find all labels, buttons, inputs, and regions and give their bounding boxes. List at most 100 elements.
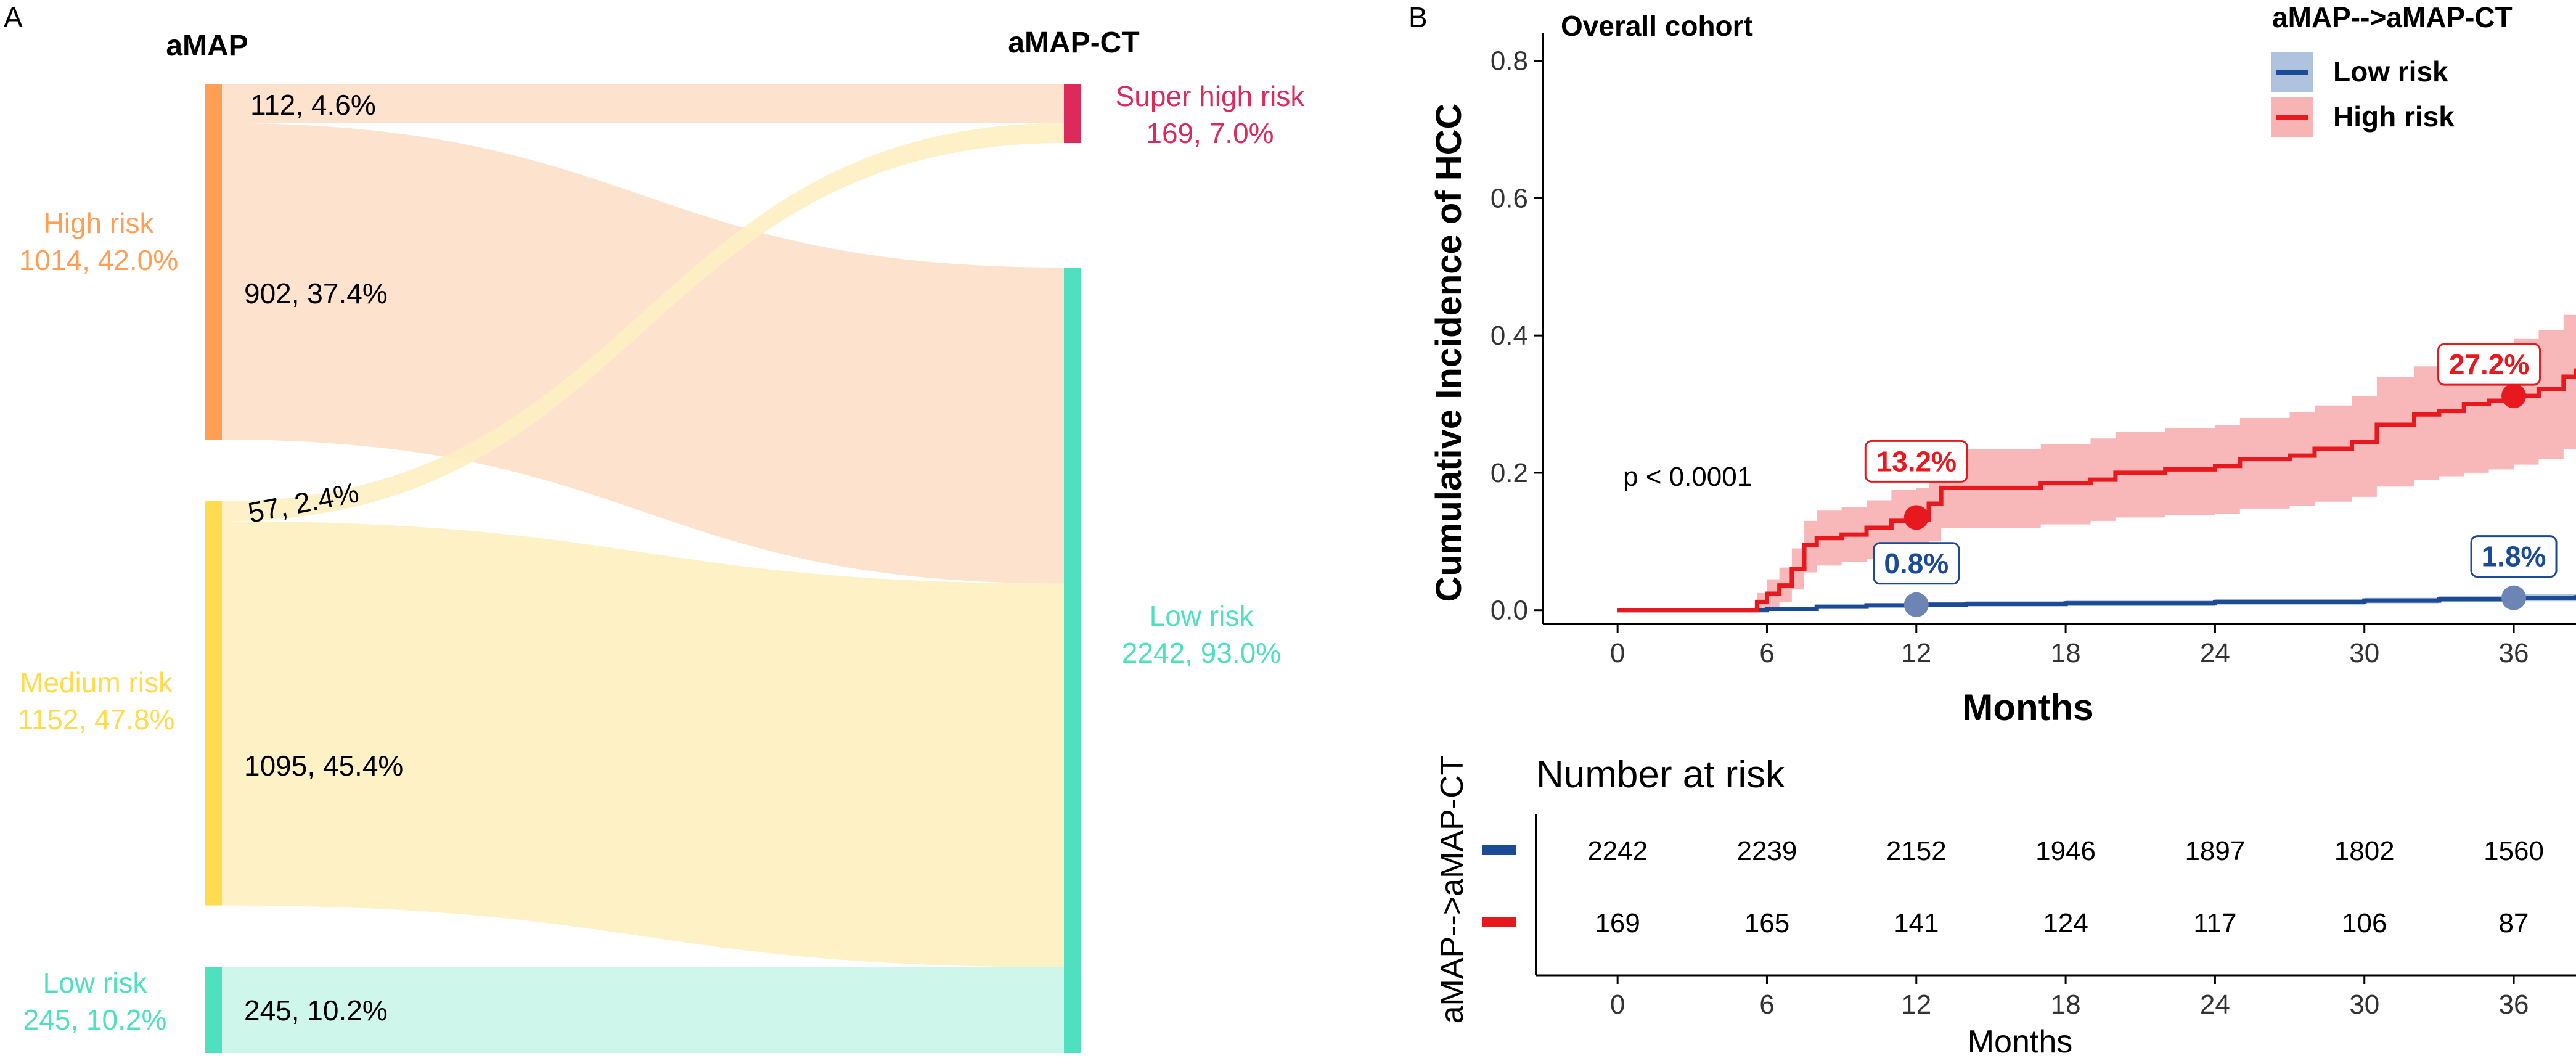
km-y-tick-label: 0.2: [1490, 458, 1528, 488]
risk-table-cell: 1946: [2035, 836, 2096, 866]
km-x-tick-label: 18: [2051, 638, 2081, 668]
risk-table-y-label: aMAP-->aMAP-CT: [1434, 756, 1470, 1024]
right-node-count-super: 169, 7.0%: [1146, 117, 1274, 149]
risk-table-row-swatch-low-risk: [1482, 845, 1516, 855]
km-marker-low-risk: [2501, 585, 2527, 610]
km-marker-label-high-risk: 13.2%: [1876, 445, 1957, 477]
risk-table-cell: 141: [1894, 908, 1939, 938]
km-line-high-risk: [1617, 368, 2576, 613]
km-marker-high-risk: [1903, 505, 1929, 530]
right-node-label-low: Low risk: [1150, 600, 1254, 632]
km-line-low-risk: [1617, 595, 2576, 613]
sankey-right-node-rlow: [1064, 268, 1081, 1053]
flow-label-high-super: 112, 4.6%: [250, 89, 376, 121]
sankey-right-node-super: [1064, 84, 1081, 144]
sankey-left-node-low: [205, 967, 222, 1053]
risk-table-x-tick-label: 18: [2051, 989, 2081, 1020]
risk-table-cell: 169: [1595, 908, 1640, 938]
right-node-count-low: 2242, 93.0%: [1122, 637, 1281, 669]
km-marker-label-box-low-risk: [2470, 535, 2558, 578]
risk-table-x-tick-label: 30: [2349, 989, 2379, 1020]
km-y-tick-label: 0.6: [1490, 183, 1528, 213]
km-marker-label-box-high-risk: [1864, 440, 1968, 483]
km-title: Overall cohort: [1561, 10, 1753, 42]
risk-table-x-tick-label: 36: [2499, 989, 2529, 1020]
cumulative-incidence-chart: Overall cohort Cumulative Incidence of H…: [1429, 1, 2576, 728]
km-pvalue: p < 0.0001: [1623, 462, 1752, 492]
sankey-flow-medium-to-rlow: [222, 521, 1064, 967]
risk-table-cell: 1897: [2185, 836, 2245, 866]
km-marker-label-low-risk: 1.8%: [2482, 541, 2546, 573]
risk-table-cell: 1560: [2484, 836, 2544, 866]
sankey-right-title: aMAP-CT: [1008, 27, 1139, 59]
flow-label-medium-low: 1095, 45.4%: [244, 750, 403, 782]
sankey-flow-high-to-rlow: [222, 123, 1064, 584]
risk-table-cell: 2152: [1886, 836, 1947, 866]
legend-title: aMAP-->aMAP-CT: [2272, 1, 2513, 33]
risk-table-title: Number at risk: [1536, 753, 1785, 796]
km-axes: 0.0 0.2 0.4 0.6 0.8 0 6 12 18 24 30 36: [1490, 33, 2576, 668]
risk-table-cells: 2242 2239 2152 1946 1897 1802 1560 169 165 141 124…: [1482, 836, 2544, 938]
risk-table-x-tick-label: 0: [1610, 989, 1625, 1020]
risk-table-cell: 87: [2499, 908, 2529, 938]
legend-label-high: High risk: [2333, 100, 2455, 133]
km-x-axis-label: Months: [1962, 687, 2093, 728]
risk-table-cell: 2239: [1737, 836, 1797, 866]
km-markers: 0.8% 1.8% 13.2% 27.2%: [1864, 343, 2558, 617]
left-node-count-low: 245, 10.2%: [23, 1004, 167, 1036]
left-node-label-high: High risk: [44, 207, 155, 239]
km-confidence-bands: [1617, 294, 2576, 610]
km-legend: aMAP-->aMAP-CT Low risk High risk: [2271, 1, 2513, 137]
sankey-nodes: [205, 84, 1081, 1053]
risk-table-x-tick-label: 24: [2200, 989, 2230, 1020]
risk-table-cell: 124: [2043, 908, 2088, 938]
left-node-label-low: Low risk: [43, 967, 148, 999]
panel-b-label: B: [1409, 1, 1428, 33]
risk-table-cell: 117: [2193, 908, 2236, 938]
km-x-tick-label: 24: [2200, 638, 2230, 668]
km-marker-label-box-high-risk: [2437, 343, 2541, 386]
sankey-left-title: aMAP: [166, 30, 248, 62]
sankey-flows: [222, 84, 1064, 1053]
flow-label-high-low: 902, 37.4%: [244, 277, 388, 309]
risk-table-cell: 165: [1744, 908, 1789, 938]
panel-a-label: A: [4, 1, 23, 33]
risk-table-cell: 2242: [1587, 836, 1648, 866]
km-x-tick-label: 12: [1901, 638, 1931, 668]
km-marker-high-risk: [2501, 383, 2527, 409]
sankey-flow-high-to-super: [222, 84, 1064, 123]
sankey-flow-medium-to-super: [222, 123, 1064, 522]
left-node-label-medium: Medium risk: [20, 666, 173, 698]
km-marker-label-low-risk: 0.8%: [1884, 547, 1948, 580]
risk-table-x-tick-label: 12: [1901, 989, 1931, 1020]
risk-table-x-tick-label: 6: [1759, 989, 1774, 1020]
km-x-tick-label: 0: [1610, 638, 1625, 668]
km-y-tick-label: 0.8: [1490, 46, 1528, 76]
right-node-label-super: Super high risk: [1116, 80, 1306, 112]
risk-table-row-swatch-high-risk: [1482, 917, 1516, 927]
risk-table-cell: 1802: [2334, 836, 2395, 866]
sankey-left-node-high: [205, 84, 222, 440]
km-band-high-risk: [1617, 294, 2576, 610]
km-marker-label-high-risk: 27.2%: [2449, 348, 2529, 380]
legend-label-low: Low risk: [2333, 55, 2448, 88]
risk-table-axes: 0 6 12 18 24 30 36: [1535, 814, 2576, 1020]
km-x-tick-label: 6: [1759, 638, 1774, 668]
left-node-count-medium: 1152, 47.8%: [18, 703, 175, 735]
sankey-flow-low-to-rlow: [222, 967, 1064, 1053]
left-node-count-high: 1014, 42.0%: [19, 244, 178, 276]
km-x-tick-label: 30: [2349, 638, 2379, 668]
km-y-axis-label: Cumulative Incidence of HCC: [1429, 104, 1469, 602]
flow-label-medium-super: 57, 2.4%: [245, 476, 361, 529]
km-x-tick-label: 36: [2499, 638, 2529, 668]
risk-table-cell: 106: [2342, 908, 2387, 938]
risk-table-x-label: Months: [1968, 1024, 2073, 1060]
km-y-tick-label: 0.4: [1490, 321, 1528, 351]
km-series-lines: [1617, 368, 2576, 613]
sankey-chart: aMAP aMAP-CT High risk 1014, 42.0% Mediu…: [18, 27, 1306, 1053]
km-marker-low-risk: [1903, 592, 1929, 617]
km-y-tick-label: 0.0: [1490, 596, 1528, 626]
risk-table: Number at risk aMAP-->aMAP-CT Months 0 6 1…: [1434, 753, 2576, 1060]
sankey-left-node-medium: [205, 501, 222, 906]
